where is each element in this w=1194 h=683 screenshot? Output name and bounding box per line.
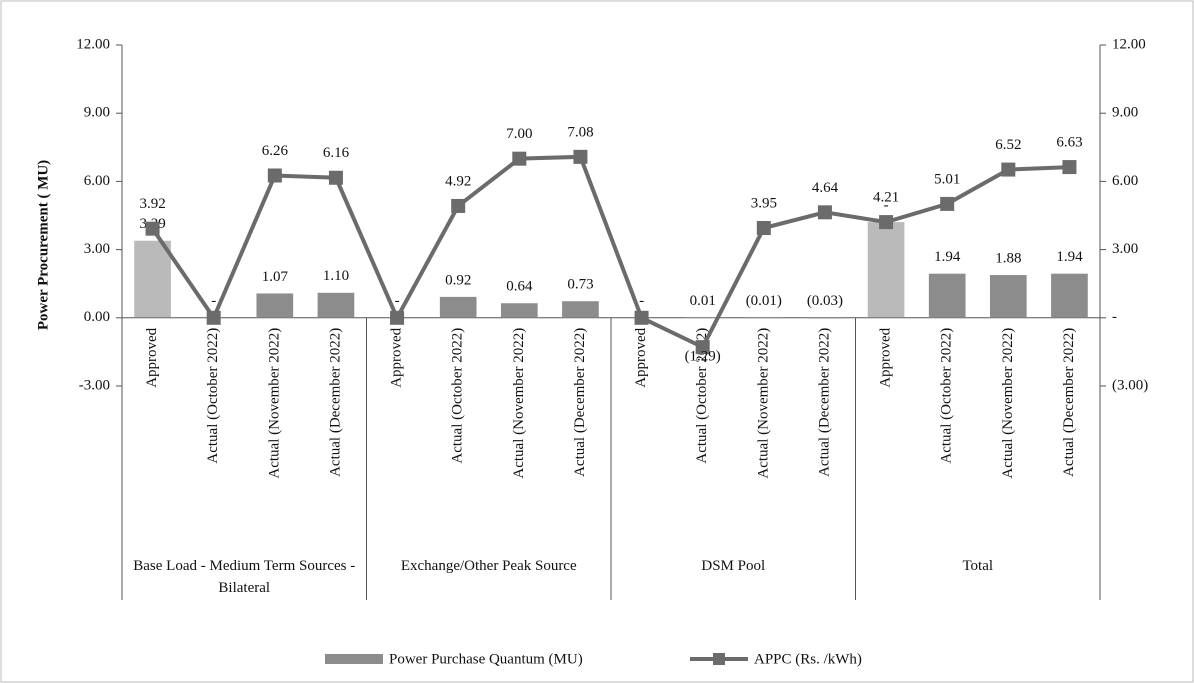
- group-label: Total: [962, 558, 994, 574]
- line-marker: [512, 151, 527, 166]
- bar-label: 0.01: [690, 293, 716, 309]
- bar: [806, 317, 844, 319]
- x-tick-label: Approved: [144, 327, 160, 387]
- line-label: 3.92: [139, 196, 165, 212]
- line-marker: [267, 168, 282, 183]
- bar-label: (0.01): [746, 293, 782, 309]
- bar-label: 1.10: [323, 268, 349, 284]
- y2-tick-label: (3.00): [1112, 377, 1148, 393]
- y-tick-label: 9.00: [84, 105, 110, 121]
- y2-tick-label: -: [1112, 309, 1117, 325]
- bar-label: -: [884, 198, 889, 214]
- x-tick-label: Actual (December 2022): [327, 328, 343, 477]
- bar-label: 1.94: [1056, 249, 1083, 265]
- line-label: 6.63: [1056, 135, 1082, 151]
- line-label: 6.52: [995, 137, 1021, 153]
- line-label: 4.64: [812, 180, 839, 196]
- bar: [989, 275, 1027, 318]
- line-marker: [940, 196, 955, 211]
- bar-label: 0.64: [506, 279, 533, 295]
- line: [150, 154, 1070, 350]
- bar: [928, 273, 966, 318]
- x-tick-label: Approved: [633, 327, 649, 387]
- bar-label: 0.92: [445, 272, 471, 288]
- line-marker: [451, 198, 466, 213]
- bar: [867, 222, 905, 318]
- line-label: 7.08: [567, 124, 593, 140]
- x-tick-label: Actual (December 2022): [572, 328, 588, 477]
- line-marker: [879, 215, 894, 230]
- bar-label: 1.94: [934, 249, 961, 265]
- x-tick-label: Actual (November 2022): [266, 328, 282, 479]
- line-label: 6.16: [323, 145, 350, 161]
- bar-label: -: [395, 293, 400, 309]
- bar-label: -: [639, 293, 644, 309]
- legend-label: APPC (Rs. /kWh): [754, 651, 862, 667]
- bar-label: (0.03): [807, 293, 843, 309]
- y-tick-label: 3.00: [84, 241, 110, 257]
- bar: [256, 293, 294, 318]
- line-marker: [817, 205, 832, 220]
- legend-swatch: [713, 653, 725, 665]
- line-label: 4.92: [445, 173, 471, 189]
- line-label: 4.21: [873, 190, 899, 206]
- y2-tick-label: 12.00: [1112, 36, 1146, 52]
- bar-label: 1.88: [995, 250, 1021, 266]
- line-marker: [695, 340, 710, 355]
- bar: [439, 296, 477, 318]
- bar-label: 1.07: [262, 269, 289, 285]
- x-tick-label: Actual (November 2022): [511, 328, 527, 479]
- legend-label: Power Purchase Quantum (MU): [389, 651, 583, 667]
- line-marker: [390, 310, 405, 325]
- y2-tick-label: 9.00: [1112, 105, 1138, 121]
- bar: [500, 303, 538, 318]
- line-marker: [328, 170, 343, 185]
- x-tick-label: Actual (October 2022): [450, 328, 466, 464]
- y-tick-label: 6.00: [84, 173, 110, 189]
- line-marker: [145, 221, 160, 236]
- y-tick-label: -3.00: [79, 377, 110, 393]
- bar: [562, 301, 599, 318]
- legend-swatch: [325, 654, 383, 664]
- x-tick-label: Actual (November 2022): [755, 328, 771, 479]
- x-tick-label: Actual (October 2022): [694, 328, 710, 464]
- bar: [1051, 273, 1088, 318]
- line-label: 5.01: [934, 171, 960, 187]
- x-tick-label: Actual (November 2022): [1000, 328, 1016, 479]
- y2-tick-label: 6.00: [1112, 173, 1138, 189]
- x-tick-label: Actual (December 2022): [816, 328, 832, 477]
- bar-label: 0.73: [567, 277, 593, 293]
- line-marker: [206, 310, 221, 325]
- bar: [134, 240, 171, 318]
- line-label: 3.95: [751, 195, 777, 211]
- group-label: Exchange/Other Peak Source: [400, 558, 577, 574]
- line-marker: [634, 310, 649, 325]
- line-marker: [573, 149, 588, 164]
- y-tick-label: 0.00: [84, 309, 110, 325]
- line-label: 6.26: [262, 143, 289, 159]
- line-marker: [1062, 160, 1077, 175]
- x-tick-label: Actual (October 2022): [205, 328, 221, 464]
- bar-label: -: [211, 293, 216, 309]
- line-label: 7.00: [506, 126, 532, 142]
- bar: [317, 292, 355, 318]
- x-tick-label: Approved: [878, 327, 894, 387]
- group-label: DSM Pool: [701, 558, 766, 574]
- x-tick-label: Actual (December 2022): [1061, 328, 1077, 477]
- y-axis-title: Power Procurement ( MU): [35, 160, 51, 330]
- x-tick-label: Approved: [389, 327, 405, 387]
- x-tick-label: Actual (October 2022): [939, 328, 955, 464]
- y2-tick-label: 3.00: [1112, 241, 1138, 257]
- line-label: (1.29): [685, 349, 721, 365]
- group-label: Base Load - Medium Term Sources - Bilate…: [133, 558, 356, 596]
- y-tick-label: 12.00: [76, 36, 110, 52]
- line-marker: [756, 221, 771, 236]
- line-marker: [1001, 162, 1016, 177]
